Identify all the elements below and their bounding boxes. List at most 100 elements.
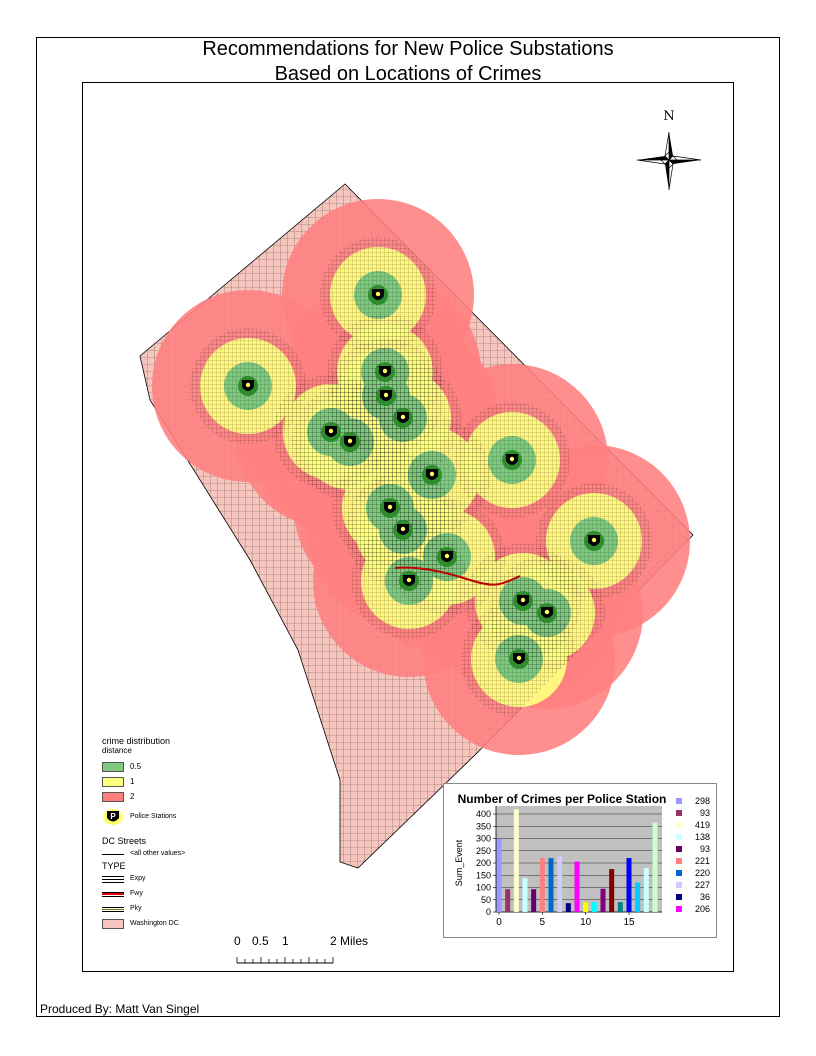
police-station-icon	[368, 285, 388, 305]
x-tick-label: 5	[540, 917, 546, 928]
y-tick-label: 300	[476, 834, 491, 844]
scale-label-0.5: 0.5	[252, 934, 269, 948]
chart-legend-label: 206	[695, 904, 710, 914]
y-tick-label: 400	[476, 809, 491, 819]
chart-bar	[557, 856, 563, 912]
chart-bar	[583, 902, 589, 912]
police-station-icon	[502, 450, 522, 470]
chart-title: Number of Crimes per Police Station	[457, 792, 667, 806]
chart-bar	[635, 882, 641, 912]
page-border	[36, 37, 780, 1017]
police-station-icon	[321, 422, 341, 442]
police-station-icon	[340, 432, 360, 452]
chart-legend-label: 221	[695, 856, 710, 866]
legend-type-expy: Expy	[102, 871, 262, 886]
line-swatch-expy	[102, 874, 124, 884]
legend-class-2: 2	[102, 789, 262, 804]
chart-bar	[626, 858, 632, 912]
chart-bar	[496, 838, 502, 912]
y-tick-label: 100	[476, 883, 491, 893]
crime-chart: Number of Crimes per Police Station 0 50 1…	[443, 783, 717, 938]
chart-legend-label: 227	[695, 880, 710, 890]
legend-class-1: 1	[102, 774, 262, 789]
legend-class-0.5: 0.5	[102, 759, 262, 774]
legend-distance-title: crime distribution	[102, 736, 171, 746]
chart-legend-label: 419	[695, 820, 710, 830]
y-tick-label: 200	[476, 858, 491, 868]
chart-bar	[652, 822, 658, 912]
swatch-dc	[102, 918, 124, 929]
swatch-2	[102, 791, 124, 802]
map-legend: crime distribution distance 0.5 1 2 P Po…	[102, 736, 262, 931]
line-swatch-other	[102, 849, 124, 859]
legend-dc-label: Washington DC	[130, 919, 179, 927]
chart-bar	[609, 869, 615, 912]
swatch-1	[102, 776, 124, 787]
dense-street-overlay	[190, 237, 652, 717]
credit-text: Produced By: Matt Van Singel	[40, 1002, 200, 1016]
chart-legend-swatch	[676, 882, 682, 888]
chart-legend-label: 220	[695, 868, 710, 878]
police-station-icon	[376, 386, 396, 406]
legend-type-label: Pky	[130, 904, 142, 912]
legend-type-fwy: Fwy	[102, 886, 262, 901]
map-title: Recommendations for New Police Substatio…	[36, 37, 780, 87]
legend-class-label: 2	[130, 791, 135, 801]
legend-type-label: Expy	[130, 874, 146, 882]
line-swatch-fwy	[102, 889, 124, 899]
chart-bar	[574, 861, 580, 912]
police-station-icon	[584, 531, 604, 551]
chart-legend-swatch	[676, 822, 682, 828]
title-line-1: Recommendations for New Police Substatio…	[202, 38, 614, 60]
x-tick-label: 10	[580, 917, 592, 928]
police-station-icon	[513, 591, 533, 611]
chart-bar	[591, 902, 597, 912]
title-line-2: Based on Locations of Crimes	[274, 63, 542, 85]
chart-bar	[600, 888, 606, 912]
scale-bar	[236, 957, 334, 964]
scale-label-1: 1	[282, 934, 289, 948]
chart-legend-swatch	[676, 858, 682, 864]
legend-streets-other: <all other values>	[102, 846, 262, 861]
chart-bar	[522, 878, 528, 912]
chart-bar	[565, 903, 571, 912]
scale-label-0: 0	[234, 934, 241, 948]
police-station-icon	[393, 408, 413, 428]
police-station-icon	[375, 362, 395, 382]
legend-stations-label: Police Stations	[130, 813, 177, 820]
legend-police-stations: P Police Stations	[102, 804, 262, 830]
police-badge-icon: P	[103, 809, 123, 825]
line-swatch-pky	[102, 904, 124, 914]
legend-class-label: 1	[130, 776, 135, 786]
police-station-icon	[399, 571, 419, 591]
chart-legend-swatch	[676, 810, 682, 816]
chart-legend-swatch	[676, 798, 682, 804]
chart-bar	[539, 857, 545, 912]
police-station-icon	[393, 520, 413, 540]
chart-bar	[643, 867, 649, 912]
chart-bar	[513, 809, 519, 912]
police-station-icon	[380, 498, 400, 518]
legend-type-pky: Pky	[102, 901, 262, 916]
x-tick-label: 15	[623, 917, 635, 928]
chart-legend-label: 93	[700, 844, 710, 854]
legend-streets-title: DC Streets	[102, 836, 147, 846]
police-station-icon	[422, 465, 442, 485]
police-station-icon	[509, 649, 529, 669]
y-tick-label: 350	[476, 821, 491, 831]
x-tick-label: 0	[496, 917, 502, 928]
chart-bar	[548, 858, 554, 912]
chart-bar	[617, 902, 623, 912]
police-stations-layer	[238, 285, 604, 669]
legend-distance-subtitle: distance	[102, 746, 132, 755]
legend-type-title: TYPE	[102, 861, 126, 871]
legend-washington-dc: Washington DC	[102, 916, 262, 931]
legend-class-label: 0.5	[130, 761, 142, 771]
north-label: N	[663, 109, 674, 124]
chart-legend-swatch	[676, 894, 682, 900]
chart-legend-swatch	[676, 906, 682, 912]
scale-label-2-miles: 2 Miles	[330, 934, 369, 948]
chart-legend-swatch	[676, 846, 682, 852]
legend-streets-other-label: <all other values>	[130, 849, 186, 857]
